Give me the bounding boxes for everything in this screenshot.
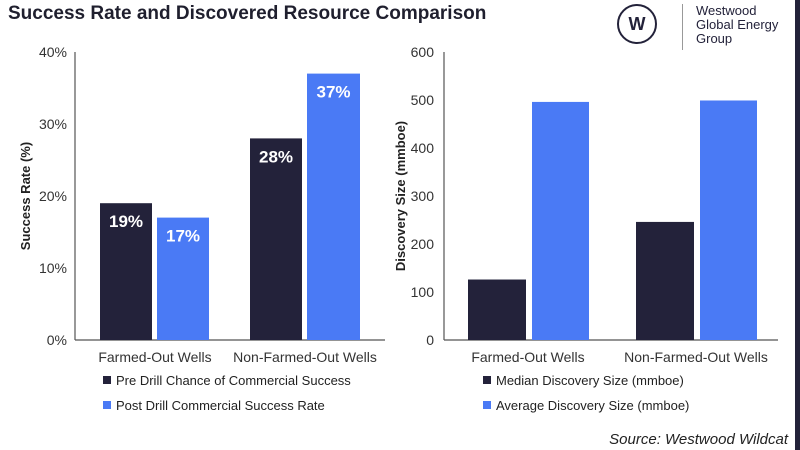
y-tick-label: 20%: [39, 188, 67, 204]
source-note: Source: Westwood Wildcat: [609, 431, 788, 448]
y-tick-label: 0%: [47, 332, 67, 348]
legend-swatch: [483, 376, 491, 384]
edge-strip: [795, 0, 800, 450]
y-tick-label: 500: [411, 92, 435, 108]
y-tick-label: 10%: [39, 260, 67, 276]
x-tick-label: Non-Farmed-Out Wells: [233, 349, 377, 365]
legend-swatch: [103, 376, 111, 384]
westwood-logo: W Westwood Global Energy Group: [612, 4, 792, 54]
x-tick-label: Farmed-Out Wells: [98, 349, 211, 365]
legend-swatch: [103, 401, 111, 409]
x-tick-label: Farmed-Out Wells: [471, 349, 584, 365]
legend-label: Average Discovery Size (mmboe): [496, 398, 689, 413]
bar: [468, 279, 526, 340]
logo-line: Group: [696, 31, 733, 46]
data-label: 19%: [109, 212, 143, 231]
data-label: 28%: [259, 147, 293, 166]
legend-label: Median Discovery Size (mmboe): [496, 373, 684, 388]
bar: [307, 73, 360, 340]
y-tick-label: 400: [411, 140, 435, 156]
data-label: 17%: [166, 227, 200, 246]
logo-divider: [682, 4, 683, 50]
page-title: Success Rate and Discovered Resource Com…: [8, 3, 487, 24]
bar: [250, 138, 302, 340]
y-tick-label: 100: [411, 284, 435, 300]
x-tick-label: Non-Farmed-Out Wells: [624, 349, 768, 365]
y-tick-label: 40%: [39, 44, 67, 60]
bar: [157, 217, 209, 340]
logo-text: Westwood Global Energy Group: [696, 4, 778, 46]
y-tick-label: 600: [411, 44, 435, 60]
y-axis-label: Discovery Size (mmboe): [393, 121, 408, 271]
y-axis-label: Success Rate (%): [18, 142, 33, 250]
bar: [636, 221, 694, 340]
logo-line: Global Energy: [696, 17, 779, 32]
bar: [700, 100, 757, 340]
y-tick-label: 30%: [39, 116, 67, 132]
bar: [532, 101, 589, 340]
y-tick-label: 300: [411, 188, 435, 204]
y-tick-label: 0: [426, 332, 434, 348]
logo-line: Westwood: [696, 3, 757, 18]
logo-mark-icon: W: [617, 4, 657, 44]
bar: [100, 203, 152, 340]
legend-swatch: [483, 401, 491, 409]
data-label: 37%: [316, 83, 350, 102]
y-tick-label: 200: [411, 236, 435, 252]
legend-label: Post Drill Commercial Success Rate: [116, 398, 325, 413]
legend-label: Pre Drill Chance of Commercial Success: [116, 373, 351, 388]
